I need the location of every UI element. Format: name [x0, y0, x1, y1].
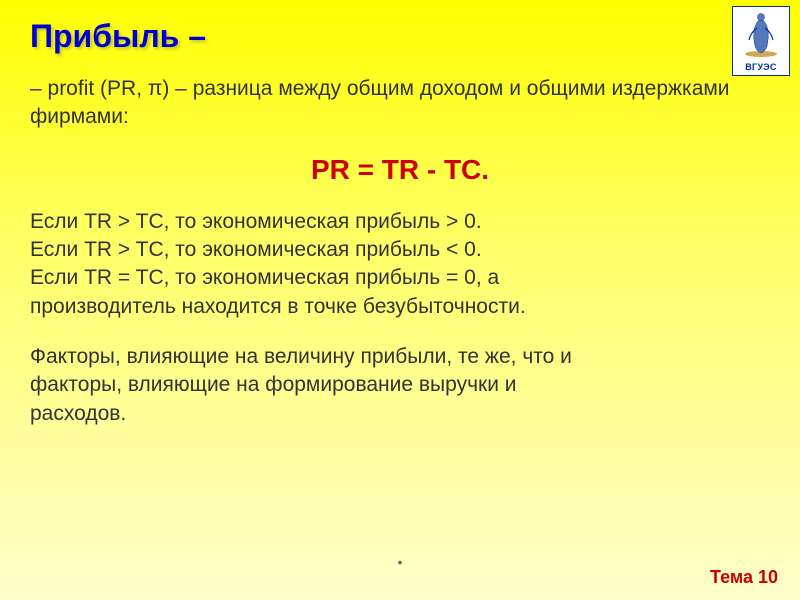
- theme-label: Тема 10: [710, 567, 778, 588]
- factors-line-1: Факторы, влияющие на величину прибыли, т…: [30, 343, 770, 371]
- factors-block: Факторы, влияющие на величину прибыли, т…: [30, 343, 770, 428]
- definition-text: – profit (PR, π) – разница между общим д…: [30, 75, 770, 132]
- condition-1: Если TR > TC, то экономическая прибыль >…: [30, 208, 770, 236]
- formula-text: PR = TR - TC.: [30, 154, 770, 186]
- slide-content: Прибыль – – profit (PR, π) – разница меж…: [0, 0, 800, 448]
- condition-2: Если TR > TC, то экономическая прибыль <…: [30, 236, 770, 264]
- factors-line-3: расходов.: [30, 400, 770, 428]
- bullet-marker: •: [398, 554, 403, 570]
- logo-text: ВГУЭС: [745, 62, 776, 72]
- logo-figure: [741, 10, 781, 58]
- slide-title: Прибыль –: [30, 18, 770, 55]
- factors-line-2: факторы, влияющие на формирование выручк…: [30, 371, 770, 399]
- university-logo: ВГУЭС: [732, 6, 790, 76]
- condition-3a: Если TR = TC, то экономическая прибыль =…: [30, 264, 770, 292]
- condition-3b: производитель находится в точке безубыто…: [30, 293, 770, 321]
